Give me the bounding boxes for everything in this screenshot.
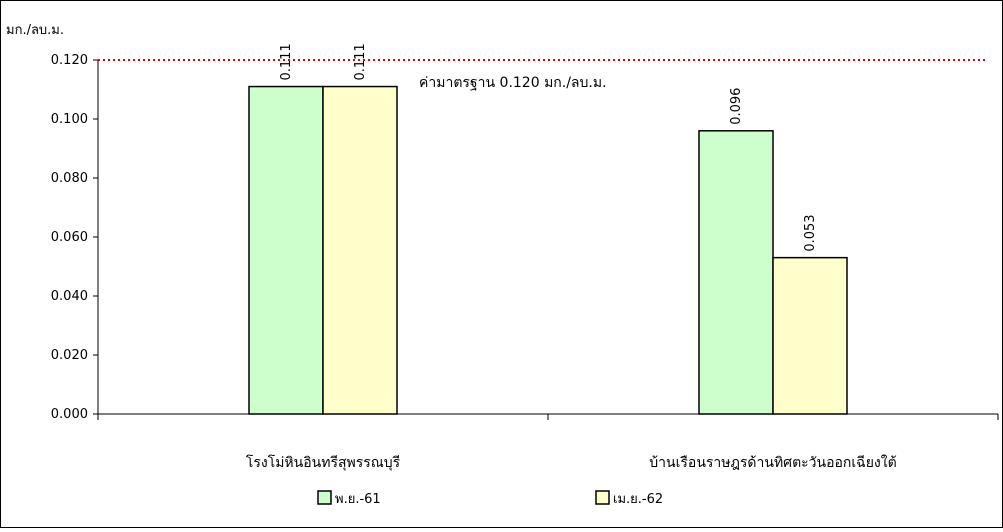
y-tick-label: 0.000 — [51, 407, 88, 422]
y-tick-label: 0.100 — [51, 112, 88, 127]
legend-label: เม.ย.-62 — [613, 492, 663, 507]
x-category-label: บ้านเรือนราษฎรด้านทิศตะวันออกเฉียงใต้ — [649, 454, 896, 471]
y-tick-label: 0.060 — [51, 230, 88, 245]
axes: 0.000 0.020 0.040 0.060 0.080 0.100 0.120 โรงโม… — [51, 53, 999, 471]
x-category-label: โรงโม่หินอินทรีสุพรรณบุรี — [246, 454, 401, 471]
bar — [698, 130, 774, 415]
y-tick-label: 0.120 — [51, 53, 88, 68]
legend-swatch — [595, 490, 610, 505]
bar-value-label: 0.096 — [729, 88, 744, 125]
reference-line-group: ค่ามาตรฐาน 0.120 มก./ลบ.ม. — [98, 59, 986, 91]
bar — [772, 256, 848, 415]
y-tick-label: 0.080 — [51, 171, 88, 186]
y-tick-label: 0.040 — [51, 289, 88, 304]
legend-swatch — [317, 490, 332, 505]
bars — [248, 85, 848, 415]
bar — [322, 85, 398, 415]
y-tick-label: 0.020 — [51, 348, 88, 363]
bar — [248, 85, 324, 415]
legend-label: พ.ย.-61 — [335, 492, 381, 507]
legend: พ.ย.-61 เม.ย.-62 — [317, 490, 663, 507]
bar-value-label: 0.111 — [353, 43, 368, 80]
reference-line-label: ค่ามาตรฐาน 0.120 มก./ลบ.ม. — [419, 75, 607, 91]
bar-value-label: 0.111 — [279, 43, 294, 80]
y-axis-unit-label: มก./ลบ.ม. — [6, 23, 64, 38]
data-labels: 0.111 0.096 0.111 0.053 — [279, 43, 818, 251]
bar-value-label: 0.053 — [803, 214, 818, 251]
